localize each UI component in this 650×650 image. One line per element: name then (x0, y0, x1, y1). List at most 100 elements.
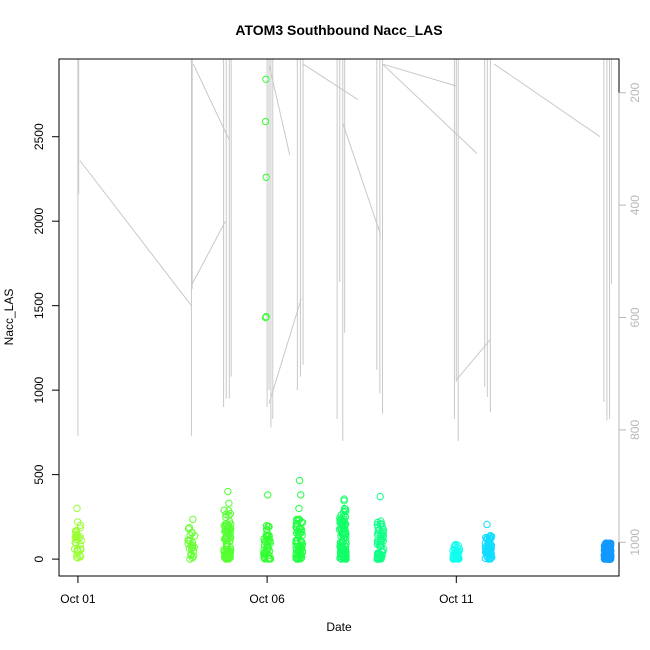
data-point (297, 538, 305, 546)
data-point (73, 518, 82, 526)
data-point (74, 554, 82, 562)
data-point (337, 539, 345, 548)
y2-tick-label: 400 (628, 195, 642, 215)
data-point (341, 543, 350, 551)
track-line (382, 63, 478, 154)
data-point (342, 533, 350, 541)
x-axis: Oct 01 Oct 06 Oct 11 (60, 575, 474, 606)
data-point (262, 312, 270, 321)
x-axis-label: Date (326, 620, 352, 634)
data-point (379, 529, 387, 537)
y-tick-label: 2500 (32, 123, 46, 150)
data-point (341, 507, 350, 515)
track-line (268, 298, 302, 404)
y-axis-label: Nacc_LAS (2, 289, 16, 346)
data-point (606, 545, 614, 553)
data-point (483, 552, 491, 561)
data-point (298, 548, 307, 556)
data-point (380, 545, 388, 553)
data-point (72, 533, 80, 541)
data-point (374, 550, 382, 558)
y2-tick-label: 600 (628, 307, 642, 327)
track-line (493, 63, 601, 138)
y-tick-label: 1500 (32, 292, 46, 319)
data-point (379, 537, 387, 545)
data-point (376, 520, 385, 528)
data-point (70, 545, 79, 553)
data-point (264, 491, 272, 499)
data-point (375, 555, 383, 563)
track-line (455, 339, 491, 381)
data-point (378, 533, 386, 542)
y-tick-label: 0 (32, 555, 46, 562)
y-tick-label: 2000 (32, 208, 46, 235)
data-point (293, 554, 301, 563)
data-point (225, 517, 234, 526)
data-point (378, 530, 386, 538)
track-line (302, 63, 359, 100)
data-point (486, 545, 495, 553)
data-point (374, 529, 383, 537)
track-line (79, 160, 192, 306)
data-point (341, 525, 349, 534)
y-tick-label: 500 (32, 464, 46, 484)
data-point (379, 525, 388, 534)
data-point (454, 553, 463, 562)
data-point (341, 513, 350, 521)
plot-frame (58, 58, 620, 577)
data-point (337, 511, 345, 519)
data-point (340, 551, 348, 559)
background-lines (77, 59, 612, 441)
data-point (297, 491, 305, 499)
data-point (604, 555, 613, 563)
y2-tick-label: 200 (628, 82, 642, 102)
scatter-points (70, 75, 615, 563)
data-point (188, 538, 197, 547)
data-point (220, 506, 228, 515)
data-point (261, 538, 270, 546)
data-point (449, 555, 457, 563)
data-point (293, 519, 302, 528)
data-point (483, 534, 492, 542)
y-axis: 0 500 1000 1500 2000 2500 (32, 123, 60, 562)
data-point (189, 515, 197, 524)
data-point (261, 548, 269, 556)
data-point (225, 521, 233, 530)
data-point (73, 504, 81, 513)
data-point (292, 539, 300, 548)
data-point (342, 530, 350, 538)
data-point (222, 554, 230, 563)
data-point (221, 522, 230, 530)
data-point (379, 534, 387, 543)
data-point (187, 551, 195, 560)
data-point (186, 531, 194, 539)
data-point (292, 536, 300, 545)
data-point (340, 495, 348, 503)
data-point (260, 549, 268, 558)
data-point (262, 75, 270, 83)
data-point (261, 313, 270, 322)
data-point (221, 526, 230, 534)
data-point (376, 552, 384, 560)
data-point (225, 499, 233, 508)
data-point (336, 516, 344, 524)
data-point (601, 543, 609, 552)
data-point (295, 504, 303, 513)
data-point (226, 510, 235, 518)
x-tick-label: Oct 01 (60, 592, 96, 606)
data-point (340, 545, 348, 553)
data-point (292, 523, 300, 531)
data-point (190, 543, 198, 551)
data-point (262, 173, 270, 181)
data-point (223, 539, 232, 548)
data-point (451, 545, 459, 554)
y-tick-label: 1000 (32, 376, 46, 403)
data-point (339, 521, 347, 530)
data-point (260, 553, 268, 562)
track-line (268, 63, 291, 156)
data-point (261, 117, 270, 126)
track-line (342, 123, 382, 235)
data-point (342, 555, 350, 563)
data-point (485, 537, 493, 546)
